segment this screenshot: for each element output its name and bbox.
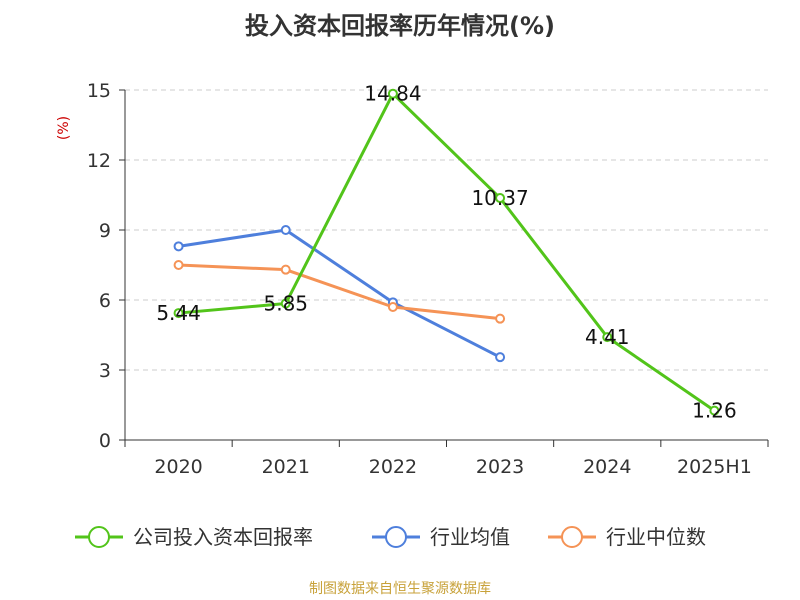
series-line: [178, 228, 501, 359]
series-point: [387, 88, 398, 99]
y-tick-label: 6: [99, 290, 111, 312]
series-point: [280, 264, 291, 275]
x-tick-label: 2025H1: [677, 456, 752, 478]
series-point: [495, 352, 506, 363]
series-point: [173, 241, 184, 252]
data-label: 1.26: [692, 399, 737, 423]
y-tick-label: 15: [87, 80, 111, 102]
legend: 公司投入资本回报率 行业均值 行业中位数: [75, 525, 706, 549]
x-tick-label: 2021: [262, 456, 310, 478]
legend-label: 公司投入资本回报率: [133, 525, 313, 549]
y-tick-label: 12: [87, 150, 111, 172]
series-point: [495, 313, 506, 324]
grid-lines: [125, 89, 768, 371]
legend-item: 行业均值: [372, 525, 510, 549]
legend-label: 行业中位数: [606, 525, 706, 549]
y-tick-label: 3: [99, 360, 111, 382]
data-label: 5.44: [156, 301, 201, 325]
series-point: [280, 225, 291, 235]
x-tick-label: 2022: [369, 456, 417, 478]
data-label: 14.84: [364, 82, 421, 106]
legend-label: 行业均值: [430, 525, 510, 549]
data-labels: 5.44 5.85 14.84 10.37 4.41 1.26: [156, 82, 736, 423]
legend-item: 公司投入资本回报率: [75, 525, 313, 549]
source-note: 制图数据来自恒生聚源数据库: [309, 581, 491, 597]
x-tick-label: 2023: [476, 456, 524, 478]
y-axis-unit: (%): [56, 116, 72, 140]
series-line: [178, 263, 501, 321]
chart-title: 投入资本回报率历年情况(%): [245, 12, 555, 40]
series-point: [173, 260, 184, 270]
legend-marker: [561, 526, 583, 548]
legend-marker: [385, 526, 407, 548]
legend-marker: [88, 526, 110, 548]
series-point: [709, 405, 720, 416]
data-label: 5.85: [263, 292, 308, 316]
y-tick-label: 0: [99, 430, 111, 452]
series-lines: [173, 88, 720, 416]
series-point: [602, 332, 613, 343]
data-label: 10.37: [471, 186, 528, 210]
legend-item: 行业中位数: [548, 525, 706, 549]
data-label: 4.41: [585, 325, 630, 349]
series-point: [387, 302, 398, 312]
series-point: [280, 298, 291, 309]
x-tick-label: 2020: [154, 456, 202, 478]
series-point: [495, 193, 506, 204]
series-line: [178, 92, 716, 412]
axes: 0 3 6 9 12 15 2020 2021 2022 2023 2024 2025H1 (%): [56, 80, 769, 478]
series-point: [173, 308, 184, 319]
y-tick-label: 9: [99, 220, 111, 242]
x-tick-label: 2024: [583, 456, 631, 478]
